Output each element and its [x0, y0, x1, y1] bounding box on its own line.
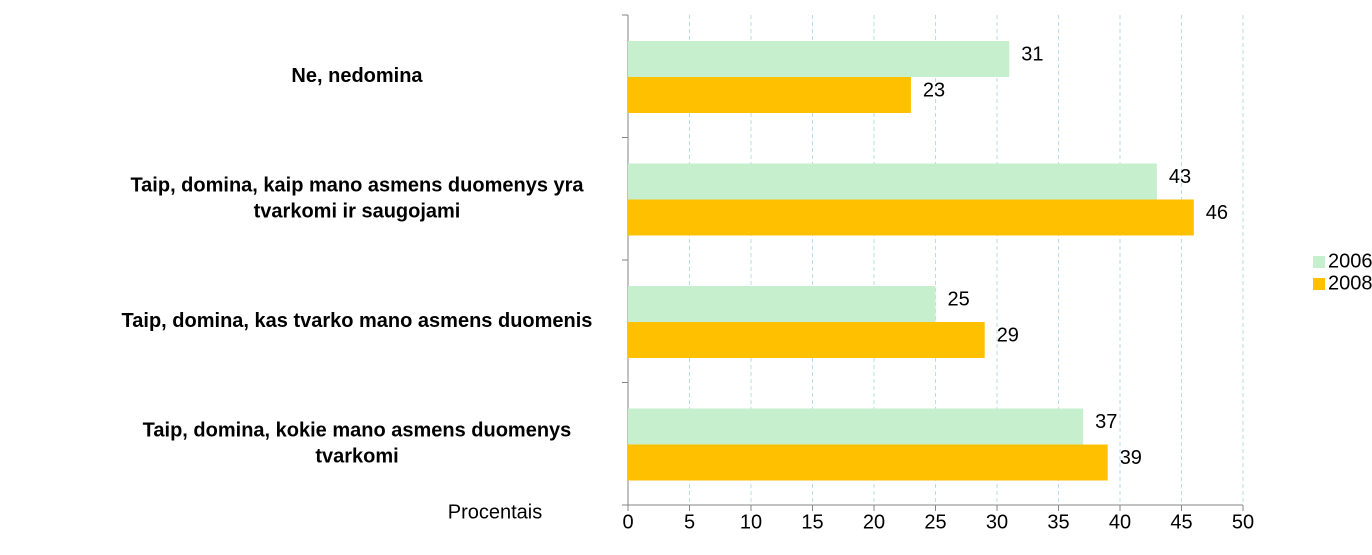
legend-swatch — [1313, 278, 1325, 290]
legend-label: 2006 — [1328, 250, 1372, 272]
bar — [628, 286, 936, 322]
bar — [628, 408, 1084, 445]
data-label: 43 — [1169, 166, 1191, 188]
x-tick-label: 5 — [684, 511, 695, 533]
bar — [628, 41, 1010, 77]
data-label: 29 — [997, 324, 1019, 346]
legend-swatch — [1313, 256, 1325, 268]
label-line: tvarkomi — [315, 446, 398, 468]
x-tick-label: 10 — [740, 511, 762, 533]
x-tick-label: 40 — [1109, 511, 1131, 533]
bar — [628, 199, 1194, 236]
x-tick-label: 25 — [924, 511, 946, 533]
data-label: 37 — [1095, 411, 1117, 433]
x-tick-label: 30 — [986, 511, 1008, 533]
data-label: 46 — [1206, 202, 1228, 224]
label-line: Taip, domina, kas tvarko mano asmens duo… — [122, 310, 593, 332]
x-tick-label: 20 — [863, 511, 885, 533]
data-label: 39 — [1120, 447, 1142, 469]
x-axis-label: Procentais — [448, 501, 543, 523]
x-tick-label: 35 — [1047, 511, 1069, 533]
data-label: 23 — [923, 79, 945, 101]
bar — [628, 163, 1157, 200]
label-line: Taip, domina, kaip mano asmens duomenys … — [130, 175, 584, 197]
y-tick-label: Ne, nedomina — [291, 65, 423, 87]
label-line: tvarkomi ir saugojami — [254, 201, 461, 223]
x-tick-label: 0 — [622, 511, 633, 533]
label-line: Ne, nedomina — [291, 65, 423, 87]
label-line: Taip, domina, kokie mano asmens duomenys — [143, 420, 572, 442]
data-label: 25 — [948, 288, 970, 310]
data-label: 31 — [1021, 43, 1043, 65]
bar — [628, 322, 985, 358]
bar — [628, 444, 1108, 481]
bar — [628, 77, 911, 113]
x-tick-label: 45 — [1170, 511, 1192, 533]
x-tick-label: 15 — [801, 511, 823, 533]
y-tick-label: Taip, domina, kas tvarko mano asmens duo… — [122, 310, 593, 332]
y-tick-label: Taip, domina, kaip mano asmens duomenys … — [130, 175, 584, 223]
x-tick-label: 50 — [1232, 511, 1254, 533]
y-tick-label: Taip, domina, kokie mano asmens duomenys… — [143, 420, 572, 468]
legend-label: 2008 — [1328, 272, 1372, 294]
